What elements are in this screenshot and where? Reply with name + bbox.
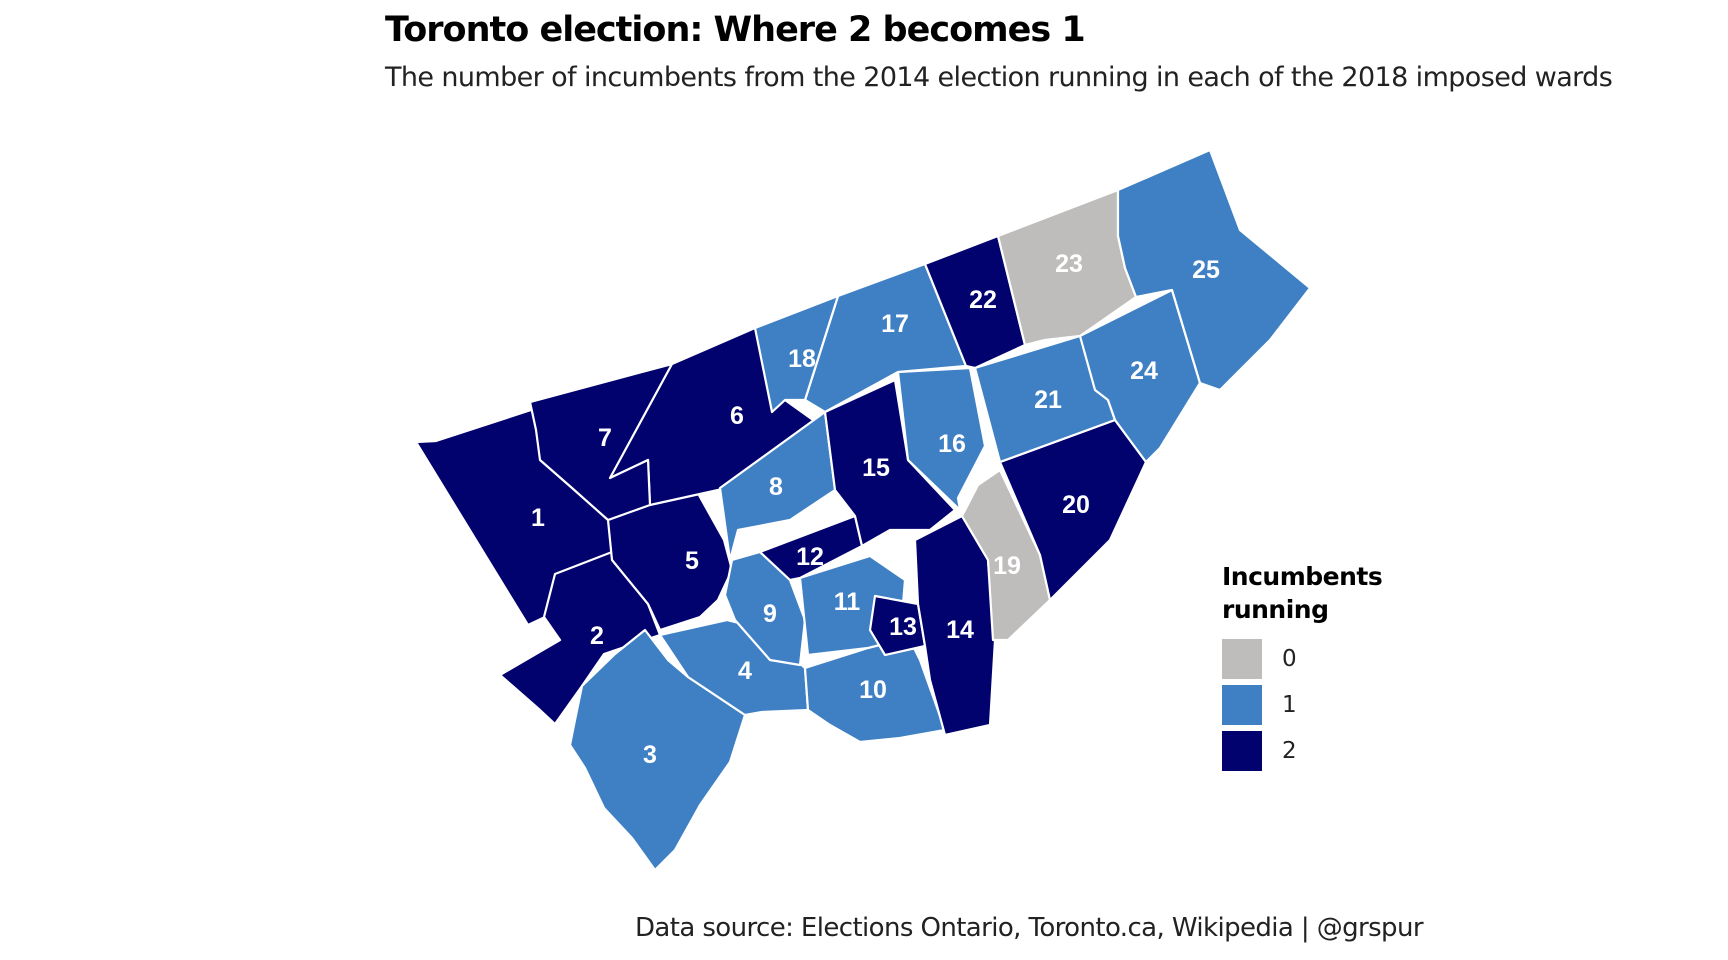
- ward-3-region: [568, 628, 747, 872]
- ward-24-label: 24: [1130, 357, 1158, 385]
- ward-1-label: 1: [531, 504, 545, 532]
- legend-label: 0: [1282, 646, 1297, 672]
- legend-swatch: [1222, 685, 1262, 725]
- legend-label: 1: [1282, 692, 1297, 718]
- legend-item: 0: [1222, 636, 1422, 682]
- ward-25-label: 25: [1192, 256, 1220, 284]
- ward-6-label: 6: [730, 402, 744, 430]
- ward-7-label: 7: [598, 424, 612, 452]
- map-subtitle: The number of incumbents from the 2014 e…: [385, 62, 1613, 93]
- legend-title: Incumbents running: [1222, 562, 1383, 624]
- ward-12-label: 12: [796, 543, 824, 571]
- ward-4-label: 4: [738, 657, 752, 685]
- ward-17-label: 17: [881, 310, 909, 338]
- ward-25-region: [1116, 148, 1312, 392]
- ward-22-label: 22: [969, 286, 997, 314]
- ward-11-label: 11: [834, 588, 861, 616]
- map-title: Toronto election: Where 2 becomes 1: [385, 10, 1086, 50]
- ward-10-label: 10: [859, 676, 887, 704]
- legend-item: 2: [1222, 728, 1422, 774]
- legend-label: 2: [1282, 738, 1297, 764]
- ward-15-label: 15: [862, 454, 890, 482]
- ward-2-label: 2: [590, 622, 604, 650]
- ward-18-region: [753, 294, 840, 414]
- ward-18-label: 18: [788, 345, 816, 373]
- ward-3-label: 3: [643, 741, 657, 769]
- ward-19-label: 19: [993, 552, 1021, 580]
- legend-swatch: [1222, 639, 1262, 679]
- ward-13-region: [868, 594, 927, 657]
- ward-9-label: 9: [763, 600, 777, 628]
- ward-23-label: 23: [1055, 250, 1083, 278]
- ward-20-label: 20: [1062, 491, 1090, 519]
- ward-19-region: [960, 468, 1052, 642]
- ward-15-region: [823, 378, 957, 548]
- ward-5-region: [606, 486, 734, 632]
- ward-12-region: [758, 514, 864, 582]
- legend-item: 1: [1222, 682, 1422, 728]
- ward-22-region: [923, 234, 1027, 370]
- ward-8-label: 8: [769, 473, 783, 501]
- data-source-caption: Data source: Elections Ontario, Toronto.…: [635, 913, 1424, 943]
- ward-7-region: [528, 362, 674, 522]
- ward-13-label: 13: [889, 613, 917, 641]
- ward-16-label: 16: [938, 430, 966, 458]
- ward-14-label: 14: [946, 616, 974, 644]
- ward-5-label: 5: [685, 547, 699, 575]
- map-legend: Incumbents running 0 1 2: [1222, 560, 1422, 774]
- legend-swatch: [1222, 731, 1262, 771]
- ward-21-label: 21: [1034, 386, 1062, 414]
